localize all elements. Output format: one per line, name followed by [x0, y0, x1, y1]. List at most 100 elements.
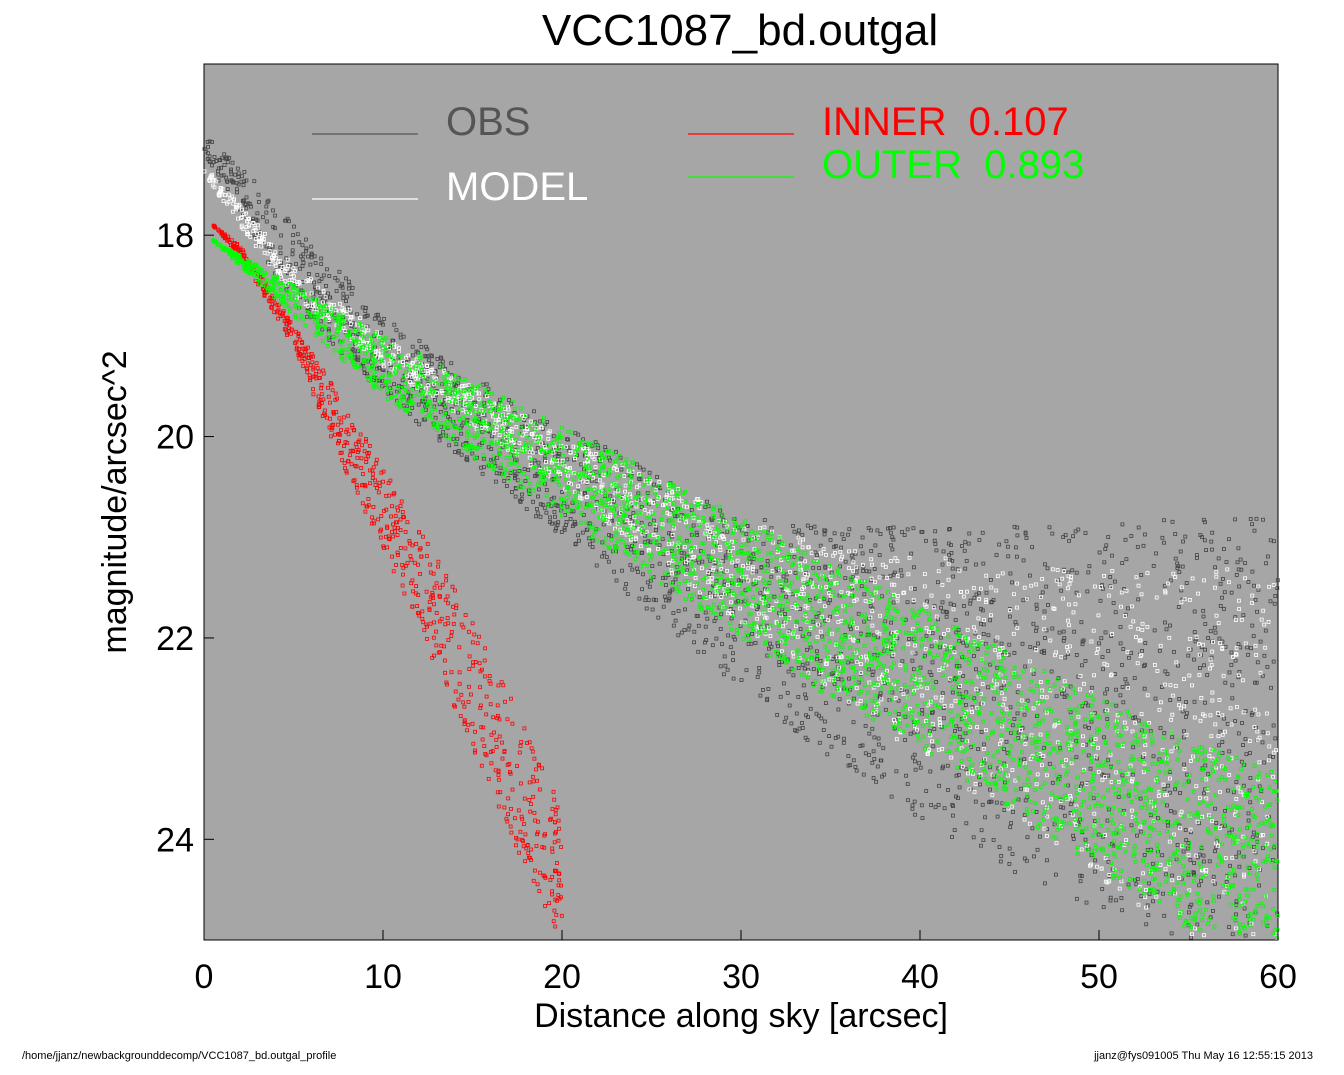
- point-obs: [229, 172, 234, 177]
- point-obs: [918, 765, 923, 770]
- point-model: [1115, 729, 1120, 734]
- point-obs: [337, 269, 342, 274]
- point-model: [700, 566, 704, 571]
- point-obs: [1063, 533, 1068, 537]
- point-obs: [974, 592, 979, 597]
- point-obs: [804, 696, 809, 701]
- point-model: [578, 496, 582, 500]
- point-obs: [828, 538, 833, 542]
- point-obs: [1105, 687, 1109, 692]
- point-obs: [1181, 539, 1185, 544]
- point-obs: [1004, 539, 1009, 544]
- point-model: [1136, 902, 1141, 907]
- point-model: [1042, 627, 1047, 632]
- point-obs: [207, 139, 212, 144]
- point-model: [666, 560, 671, 565]
- point-obs: [798, 627, 803, 631]
- point-obs: [1006, 544, 1010, 549]
- point-model: [1190, 683, 1194, 688]
- point-model: [1019, 698, 1024, 703]
- point-model: [949, 703, 954, 708]
- point-model: [1197, 652, 1202, 657]
- point-model: [1078, 687, 1082, 692]
- point-model: [770, 569, 775, 573]
- point-obs: [1120, 908, 1124, 913]
- point-obs: [1210, 530, 1215, 535]
- point-obs: [940, 766, 945, 771]
- point-model: [883, 565, 888, 569]
- point-obs: [1147, 881, 1151, 886]
- point-model: [633, 537, 638, 541]
- point-obs: [1158, 726, 1163, 730]
- point-inner: [537, 889, 542, 893]
- point-model: [1061, 686, 1065, 691]
- point-model: [870, 562, 874, 567]
- point-obs: [565, 504, 570, 509]
- point-obs: [1008, 614, 1012, 619]
- point-obs: [1222, 607, 1226, 611]
- point-obs: [1162, 540, 1166, 545]
- point-inner: [534, 844, 539, 848]
- point-obs: [823, 565, 828, 570]
- point-obs: [347, 279, 352, 284]
- point-model: [1099, 585, 1103, 589]
- point-obs: [932, 727, 937, 731]
- point-obs: [1230, 696, 1235, 701]
- point-model: [366, 328, 371, 333]
- point-model: [1141, 871, 1145, 876]
- point-model: [682, 545, 687, 549]
- point-model: [1066, 649, 1070, 654]
- point-model: [210, 183, 215, 188]
- point-model: [239, 215, 244, 220]
- point-obs: [763, 587, 767, 592]
- point-model: [267, 249, 272, 254]
- point-obs: [629, 547, 633, 552]
- point-model: [851, 621, 856, 625]
- point-model: [1004, 707, 1009, 712]
- point-obs: [560, 490, 564, 494]
- point-obs: [1163, 669, 1168, 674]
- point-obs: [989, 799, 994, 804]
- point-obs: [556, 520, 561, 525]
- point-model: [993, 648, 998, 653]
- point-obs: [683, 607, 687, 612]
- point-obs: [777, 663, 782, 667]
- point-obs: [1237, 864, 1242, 869]
- point-model: [708, 530, 712, 534]
- point-model: [1208, 657, 1213, 662]
- point-obs: [601, 522, 606, 527]
- point-inner: [399, 499, 404, 504]
- point-model: [1182, 767, 1187, 771]
- point-obs: [1162, 731, 1167, 735]
- point-obs: [1070, 568, 1075, 573]
- point-model: [762, 525, 767, 530]
- point-model: [284, 282, 289, 287]
- point-obs: [970, 705, 975, 710]
- point-model: [394, 344, 399, 349]
- point-obs: [229, 167, 233, 172]
- point-model: [981, 747, 986, 751]
- point-model: [323, 295, 328, 300]
- point-model: [1066, 574, 1071, 578]
- point-obs: [349, 291, 354, 296]
- point-obs: [1248, 751, 1252, 755]
- point-obs: [532, 409, 536, 414]
- point-obs: [1086, 570, 1091, 575]
- point-model: [1068, 794, 1072, 798]
- point-model: [623, 489, 627, 494]
- point-model: [670, 571, 674, 576]
- point-obs: [1024, 858, 1029, 863]
- point-model: [269, 242, 273, 247]
- point-model: [607, 521, 612, 526]
- point-model: [414, 370, 419, 375]
- point-model: [529, 432, 534, 437]
- point-model: [1238, 789, 1243, 794]
- point-model: [895, 559, 900, 563]
- point-obs: [761, 541, 766, 546]
- point-obs: [849, 553, 854, 558]
- point-model: [1169, 717, 1173, 722]
- point-model: [1261, 833, 1265, 837]
- point-model: [1213, 722, 1218, 727]
- point-obs: [953, 675, 958, 680]
- point-model: [1214, 570, 1219, 575]
